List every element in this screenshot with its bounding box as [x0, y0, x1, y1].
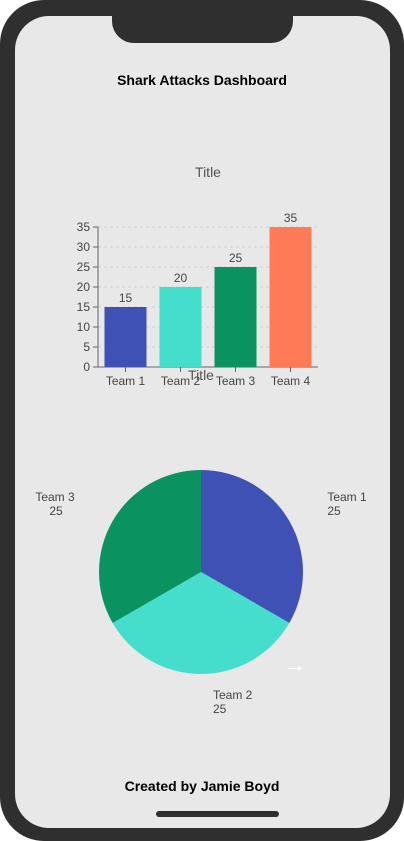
page-title: Shark Attacks Dashboard [117, 72, 287, 88]
y-tick-label: 0 [83, 360, 90, 374]
y-tick-label: 35 [77, 220, 91, 234]
bar-value-label: 25 [229, 251, 243, 265]
bar-chart-title: Title [195, 164, 221, 180]
pie-label: Team 2 [213, 688, 253, 702]
device-notch [112, 0, 293, 43]
y-tick-label: 20 [77, 280, 91, 294]
arrow-right-icon: → [284, 652, 306, 677]
x-tick-label: Team 3 [216, 374, 256, 388]
bar-1 [104, 307, 147, 367]
pie-value-label: 25 [327, 504, 341, 518]
y-tick-label: 10 [77, 320, 91, 334]
bar-value-label: 20 [174, 271, 188, 285]
pie-slice-1 [201, 470, 303, 623]
home-indicator[interactable] [156, 811, 279, 817]
x-tick-label: Team 2 [161, 374, 201, 388]
bar-3 [214, 267, 257, 367]
footer-credit: Created by Jamie Boyd [124, 778, 280, 794]
pie-value-label: 25 [213, 702, 227, 716]
bar-2 [159, 287, 202, 367]
pie-value-label: 25 [49, 504, 63, 518]
bar-value-label: 35 [284, 211, 298, 225]
x-tick-label: Team 4 [271, 374, 311, 388]
pie-label: Team 1 [327, 490, 367, 504]
x-tick-label: Team 1 [106, 374, 146, 388]
y-tick-label: 5 [83, 340, 90, 354]
pie-label: Team 3 [35, 490, 75, 504]
pie-chart-title: Title [188, 367, 214, 383]
bar-4 [269, 227, 312, 367]
y-tick-label: 25 [77, 260, 91, 274]
bar-value-label: 15 [119, 291, 133, 305]
pie-slice-3 [98, 470, 201, 623]
next-arrow-button[interactable]: → [284, 653, 306, 677]
app-screen [15, 16, 390, 828]
y-tick-label: 30 [77, 240, 91, 254]
y-tick-label: 15 [77, 300, 91, 314]
